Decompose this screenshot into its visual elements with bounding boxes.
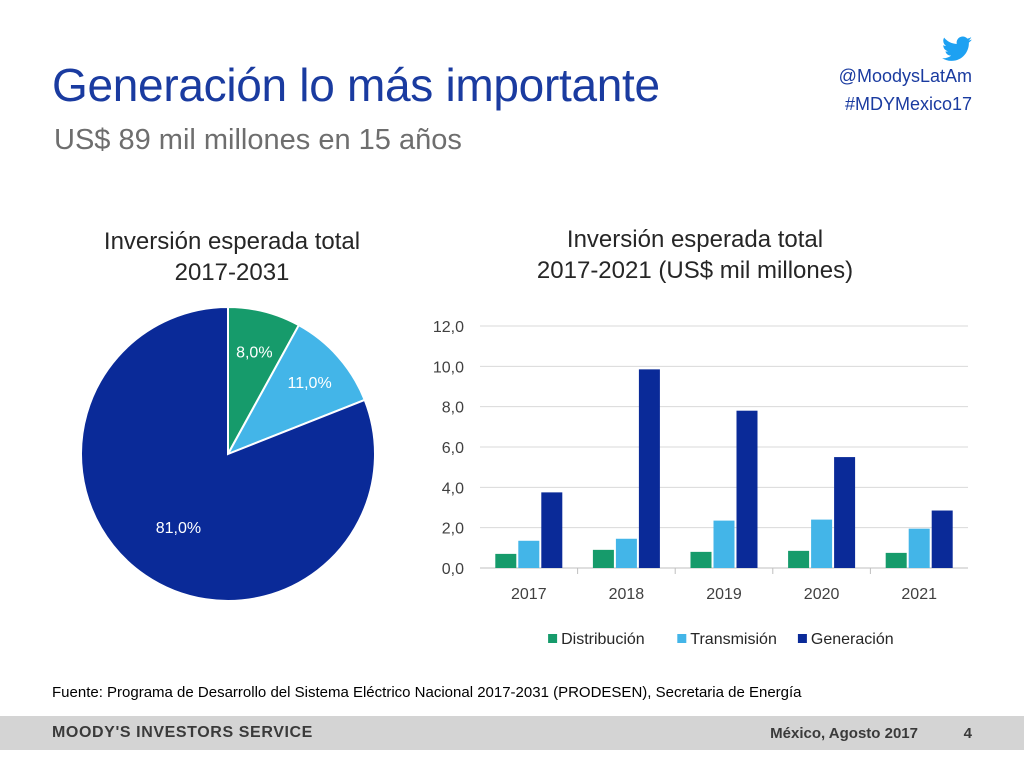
x-tick-label: 2018 <box>609 586 645 603</box>
slide-title: Generación lo más importante <box>52 59 660 111</box>
twitter-handle[interactable]: @MoodysLatAm <box>838 66 972 86</box>
bar <box>736 410 758 568</box>
pie-chart-title: Inversión esperada total 2017-2031 <box>62 226 402 288</box>
pie-slice-label: 81,0% <box>156 520 201 537</box>
page-number: 4 <box>963 725 972 742</box>
pie-chart: 8,0% 11,0% 81,0% <box>80 305 376 602</box>
pie-slice-label: 8,0% <box>236 344 272 361</box>
bar-chart: 0,0 2,0 4,0 6,0 8,0 10,0 12,0 2017 2018 2019 2020 2… <box>433 319 968 648</box>
bar-title-line2: 2017-2021 (US$ mil millones) <box>536 257 854 284</box>
pie-slice-label: 11,0% <box>288 375 332 392</box>
legend-label: Distribución <box>561 631 645 648</box>
bar <box>541 492 563 568</box>
hashtag[interactable]: #MDYMexico17 <box>844 94 972 114</box>
bar <box>592 549 614 568</box>
bar-title-line1: Inversión esperada total <box>566 226 824 253</box>
y-tick-label: 8,0 <box>442 400 464 417</box>
bar <box>788 550 810 568</box>
source-note: Fuente: Programa de Desarrollo del Siste… <box>52 684 802 701</box>
pie-slice <box>80 305 376 602</box>
bar <box>690 551 712 568</box>
footer-bar: MOODY'S INVESTORS SERVICE México, Agosto… <box>0 716 1024 750</box>
bar-chart-title: Inversión esperada total 2017-2021 (US$ … <box>480 224 910 286</box>
y-tick-label: 6,0 <box>442 440 464 457</box>
legend-label: Generación <box>811 631 894 648</box>
y-tick-label: 10,0 <box>433 359 464 376</box>
y-tick-label: 12,0 <box>433 319 464 336</box>
bar <box>885 552 907 568</box>
twitter-bird-icon <box>942 36 972 61</box>
legend-swatch <box>548 634 558 643</box>
bar <box>495 553 517 568</box>
x-tick-label: 2020 <box>804 586 840 603</box>
legend-label: Transmisión <box>690 631 777 648</box>
legend-swatch <box>797 634 807 643</box>
y-tick-label: 4,0 <box>442 480 464 497</box>
y-tick-label: 2,0 <box>442 521 464 538</box>
pie-title-line2: 2017-2031 <box>174 259 290 286</box>
x-tick-label: 2019 <box>706 586 742 603</box>
bar <box>713 520 735 568</box>
legend-swatch <box>677 634 687 643</box>
pie-slice <box>225 323 366 456</box>
bar <box>811 519 833 568</box>
bar <box>518 540 540 568</box>
bar <box>931 510 953 568</box>
bar <box>908 528 930 568</box>
brand-name: MOODY'S INVESTORS SERVICE <box>52 724 313 741</box>
footer-date: México, Agosto 2017 <box>770 725 918 742</box>
x-tick-label: 2017 <box>511 586 547 603</box>
y-tick-label: 0,0 <box>442 561 464 578</box>
bar <box>834 457 856 568</box>
bar <box>615 538 637 568</box>
x-tick-label: 2021 <box>901 586 937 603</box>
bar <box>638 369 660 568</box>
social-block: @MoodysLatAm #MDYMexico17 <box>839 36 972 118</box>
slide-subtitle: US$ 89 mil millones en 15 años <box>54 124 462 156</box>
pie-title-line1: Inversión esperada total <box>103 228 361 255</box>
